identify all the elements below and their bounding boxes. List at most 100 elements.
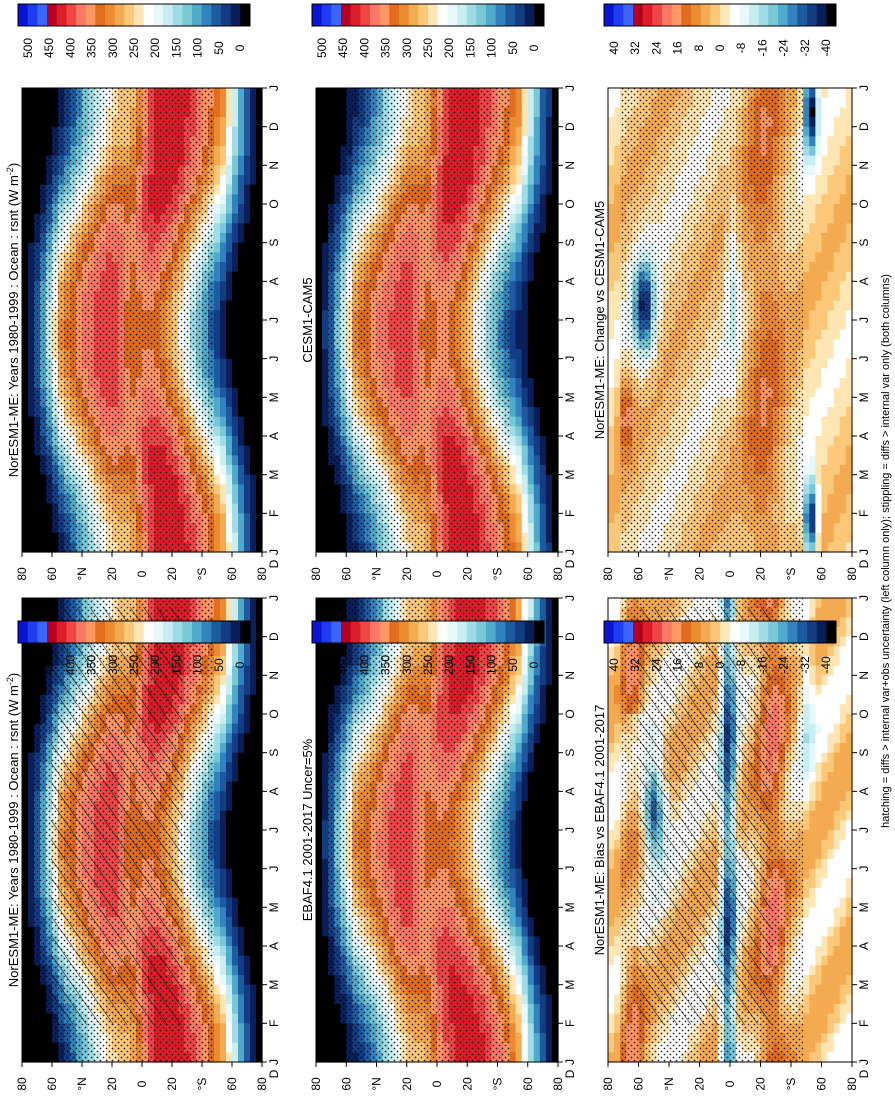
heat-cell (220, 830, 227, 841)
heat-cell (22, 781, 29, 792)
heat-cell (220, 598, 227, 609)
heat-cell (256, 1004, 263, 1015)
heat-cell (316, 839, 323, 850)
heat-cell (250, 617, 257, 628)
heat-cell (220, 416, 227, 427)
heat-cell (28, 1033, 35, 1044)
heat-cell (238, 926, 245, 937)
heat-cell (28, 907, 35, 918)
heat-cell (220, 1023, 227, 1034)
heat-cell (214, 888, 221, 899)
month-label: N (267, 161, 281, 170)
heat-cell (238, 339, 245, 350)
heat-cell (214, 820, 221, 831)
heat-cell (22, 897, 29, 908)
heat-cell (22, 494, 29, 505)
colorbar-label: 350 (85, 655, 99, 675)
heat-cell (256, 426, 263, 437)
heat-cell (244, 426, 251, 437)
heat-cell (250, 155, 257, 166)
heat-cell (232, 484, 239, 495)
heat-cell (238, 252, 245, 263)
heat-cell (316, 762, 323, 773)
heat-cell (226, 474, 233, 485)
heat-cell (250, 926, 257, 937)
heat-cell (238, 965, 245, 976)
heat-cell (232, 801, 239, 812)
heat-cell (256, 849, 263, 860)
heat-cell (226, 926, 233, 937)
heat-cell (250, 723, 257, 734)
heat-cell (232, 743, 239, 754)
heat-cell (322, 656, 329, 667)
heat-cell (316, 1042, 323, 1053)
heat-cell (28, 368, 35, 379)
lat-label: 60 (225, 1077, 239, 1091)
heat-cell (316, 917, 323, 928)
heat-cell (322, 830, 329, 841)
heat-cell (322, 694, 329, 705)
heat-cell (28, 1052, 35, 1063)
heat-cell (232, 349, 239, 360)
heat-cell (28, 416, 35, 427)
colorbar-swatch (211, 4, 222, 26)
heat-cell (244, 136, 251, 147)
heat-cell (322, 810, 329, 821)
heat-cell (220, 1042, 227, 1053)
heat-cell (22, 416, 29, 427)
heat-cell (214, 694, 221, 705)
heat-cell (28, 378, 35, 389)
heat-cell (250, 436, 257, 447)
heat-cell (232, 165, 239, 176)
heat-cell (220, 213, 227, 224)
heat-cell (244, 291, 251, 302)
heat-cell (322, 801, 329, 812)
heat-cell (238, 204, 245, 215)
heat-cell (232, 752, 239, 763)
heat-cell (220, 704, 227, 715)
heat-cell (214, 897, 221, 908)
colorbar-swatch (37, 621, 48, 643)
month-label: J (267, 356, 281, 362)
heat-cell (28, 542, 35, 553)
heat-cell (226, 781, 233, 792)
heat-cell (214, 810, 221, 821)
heat-cell (28, 175, 35, 186)
heat-cell (256, 165, 263, 176)
heat-cell (244, 416, 251, 427)
heat-cell (316, 704, 323, 715)
colorbar-label: 100 (191, 38, 205, 58)
heat-cell (232, 714, 239, 725)
heat-cell (250, 743, 257, 754)
colorbar-swatch (18, 4, 29, 26)
heat-cell (28, 358, 35, 369)
heat-cell (214, 926, 221, 937)
month-label: D (267, 122, 281, 131)
heat-cell (238, 194, 245, 205)
heat-cell (232, 917, 239, 928)
colorbar-swatch (192, 4, 203, 26)
colorbar-swatch (163, 621, 174, 643)
heat-cell (250, 397, 257, 408)
colorbar-swatch (153, 621, 164, 643)
heat-cell (226, 117, 233, 128)
heat-cell (244, 194, 251, 205)
heat-cell (316, 926, 323, 937)
heat-cell (22, 598, 29, 609)
heat-cell (256, 830, 263, 841)
heat-cell (244, 503, 251, 514)
heat-cell (226, 291, 233, 302)
heat-cell (250, 223, 257, 234)
heat-cell (232, 888, 239, 899)
heat-cell (238, 714, 245, 725)
heat-cell (322, 598, 329, 609)
heat-cell (214, 281, 221, 292)
heat-cell (244, 598, 251, 609)
heat-cell (214, 743, 221, 754)
heat-cell (214, 781, 221, 792)
heat-cell (220, 1033, 227, 1044)
heat-cell (244, 320, 251, 331)
heat-cell (232, 723, 239, 734)
heat-cell (238, 503, 245, 514)
heat-cell (322, 926, 329, 937)
